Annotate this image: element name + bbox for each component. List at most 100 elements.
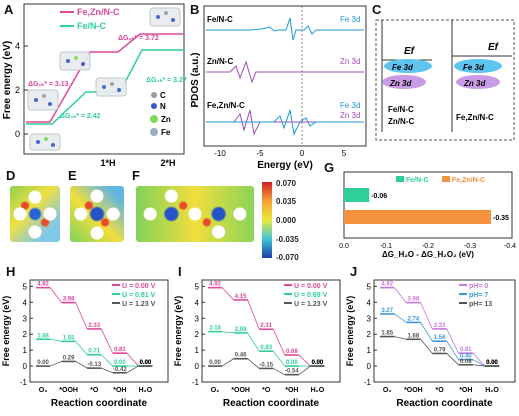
g-bar-label-0: -0.06 <box>371 193 387 200</box>
j-ytick-6: -1 <box>364 378 372 387</box>
b-ylabel: PDOS (a.u.) <box>190 52 201 107</box>
i-s2-link-2 <box>273 368 285 376</box>
panel-h-label: H <box>6 264 16 279</box>
colorbar-tick-3: -0.035 <box>276 235 299 244</box>
panel-j-chart: 5 4 3 2 1 0 -1 Free energy (eV) 4.92 3.98 2.33 0.81… <box>345 279 516 409</box>
h-s0-value-0: 4.92 <box>37 282 49 288</box>
g-xtick-0: 0.0 <box>339 243 349 250</box>
colorbar-tick-1: 0.035 <box>276 197 297 206</box>
j-ytick-1: 4 <box>367 298 372 307</box>
h-legend-1: U = 0.81 V <box>122 292 156 299</box>
panel-i-label: I <box>178 264 182 279</box>
h-s1-value-0: 1.68 <box>37 333 49 339</box>
i-s2-value-0: 0.00 <box>209 360 221 366</box>
c-caption-right: Fe,Zn/N-C <box>456 113 494 122</box>
h-ylabel: Free energy (eV) <box>1 296 11 367</box>
i-ytick-3: 2 <box>195 330 200 339</box>
colorbar <box>262 182 272 258</box>
h-xlabel: Reaction coordinate <box>51 398 148 409</box>
panel-f: F <box>128 168 270 248</box>
i-ylabel: Free energy (eV) <box>173 296 183 367</box>
i-s0-value-0: 4.92 <box>209 282 221 288</box>
b-xtick-3: 5 <box>342 149 347 158</box>
i-xtick-3: *OH <box>285 387 298 394</box>
i-s1-value-3: 0.00 <box>286 360 298 366</box>
a-molecule-4 <box>59 51 91 71</box>
h-xtick-4: H₂O <box>139 387 153 394</box>
a-ann-fe-2h: ΔG₂ₕ* = 3.27 <box>146 77 187 84</box>
i-s2-link-0 <box>221 358 234 367</box>
c-ef-right: Ef <box>488 42 500 53</box>
panel-e-map <box>70 186 124 242</box>
h-ytick-2: 3 <box>23 314 28 323</box>
i-s0-value-4: 0.00 <box>312 360 324 366</box>
i-s2-value-2: -0.15 <box>259 362 273 368</box>
i-s2-link-1 <box>247 358 260 369</box>
h-s0-link-0 <box>49 287 62 303</box>
a-atom-c-icon <box>151 92 157 98</box>
h-s1-link-0 <box>50 338 62 342</box>
b-row3-curve-fe <box>206 109 364 136</box>
b-row1-name: Fe/N-C <box>207 15 233 24</box>
g-bar-label-1: -0.35 <box>493 215 509 222</box>
i-s1-value-4: 0.00 <box>312 360 324 366</box>
j-ytick-3: 2 <box>367 330 372 339</box>
c-zn3d-left-shape <box>382 75 426 89</box>
h-s1-value-4: 0.00 <box>140 360 152 366</box>
j-s2-link-3 <box>472 364 485 367</box>
i-ytick-6: -1 <box>192 378 200 387</box>
g-bar-1 <box>344 210 491 224</box>
a-molecule-1 <box>27 89 59 111</box>
j-s2-link-2 <box>446 353 459 366</box>
g-xtick-3: -0.3 <box>464 243 476 250</box>
b-row3-tag1: Fe 3d <box>340 101 360 110</box>
i-ytick-0: 5 <box>195 282 200 291</box>
h-legend-2: U = 1.23 V <box>122 301 156 308</box>
h-xtick-0: O₂ <box>39 387 48 394</box>
i-ytick-2: 3 <box>195 314 200 323</box>
c-caption-left2: Zn/N-C <box>388 117 414 126</box>
j-s1-value-2: 1.56 <box>434 335 446 341</box>
panel-g-chart: Fe/N-C Fe,Zn/N-C -0.06 -0.35 0.0 -0.1 -0.… <box>339 171 516 258</box>
panel-d-label: D <box>6 168 16 183</box>
a-ann-fezn-1h: ΔG₁ₕ* = 3.13 <box>28 81 69 88</box>
a-xtick-2h: 2*H <box>160 158 175 168</box>
h-s2-value-3: -0.42 <box>113 367 127 373</box>
b-row3-curve-zn <box>206 109 364 136</box>
i-s0-link-1 <box>247 299 260 330</box>
h-s2-link-1 <box>75 361 88 369</box>
h-s2-value-1: 0.29 <box>63 355 75 361</box>
j-s1-value-1: 2.74 <box>408 316 420 322</box>
panel-i-chart: 5 4 3 2 1 0 -1 Free energy (eV) 4.92 4.15 2.31 0.69… <box>173 279 341 409</box>
b-row2-name: Zn/N-C <box>207 57 233 66</box>
j-s2-value-3: 0.08 <box>460 359 472 365</box>
a-molecule-5 <box>29 133 61 151</box>
g-legend-swatch-fezn <box>442 176 450 182</box>
a-atom-fe-icon <box>150 128 158 136</box>
i-ytick-4: 1 <box>195 346 200 355</box>
h-ytick-0: 5 <box>23 282 28 291</box>
i-s0-value-2: 2.31 <box>260 323 272 329</box>
j-legend-0: pH= 0 <box>469 283 488 290</box>
i-xtick-0: O₂ <box>211 387 220 394</box>
g-bar-0 <box>344 188 370 202</box>
a-ylabel: Free energy (eV) <box>2 41 13 119</box>
panel-j: J 5 4 3 2 1 0 -1 Free energy (eV) 4.92 3.98 2.33 0.… <box>344 262 519 414</box>
a-series-fezn <box>26 33 184 123</box>
h-s1-link-1 <box>75 341 88 356</box>
i-xtick-4: H₂O <box>311 387 325 394</box>
j-xtick-2: *O <box>436 387 445 394</box>
h-s0-link-1 <box>75 302 88 330</box>
a-ann-fezn-2h: ΔG₂ₕ* = 3.72 <box>118 35 159 42</box>
b-row3-tag2: Zn 3d <box>340 111 360 120</box>
h-xtick-3: *OH <box>113 387 126 394</box>
h-s0-value-1: 3.98 <box>63 297 75 303</box>
j-s1-link-3 <box>472 359 485 367</box>
g-legend-fe: Fe/N-C <box>406 177 429 184</box>
j-s0-link-1 <box>420 302 433 330</box>
i-legend-0: U = 0.00 V <box>294 283 328 290</box>
a-legend-fe: Fe/N-C <box>77 21 107 31</box>
h-s0-link-3 <box>126 352 139 367</box>
a-ytick-0: 0 <box>15 129 20 139</box>
b-row2-tag: Zn 3d <box>340 57 360 66</box>
